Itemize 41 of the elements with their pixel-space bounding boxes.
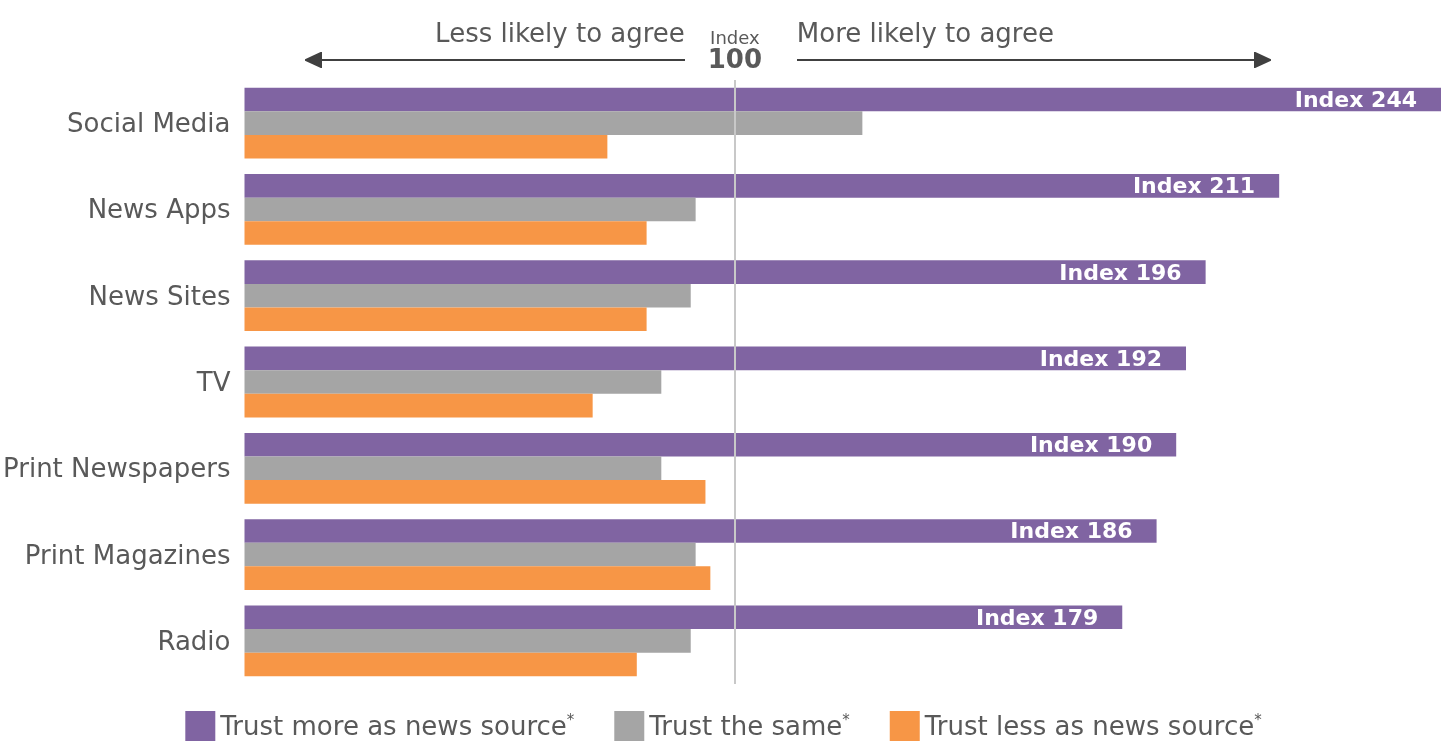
y-tick-label: Print Newspapers — [3, 453, 231, 484]
data-label: Index 196 — [1059, 259, 1182, 285]
legend-label: Trust less as news source* — [923, 711, 1263, 741]
bar — [244, 393, 593, 418]
data-label: Index 192 — [1039, 345, 1163, 371]
bar — [244, 480, 706, 504]
bar — [244, 346, 1187, 371]
bar — [244, 87, 1441, 112]
y-tick-label: News Sites — [88, 280, 231, 311]
bar — [244, 111, 863, 135]
bar — [244, 221, 647, 245]
y-tick-label: News Apps — [87, 194, 231, 225]
bar — [244, 260, 1206, 284]
data-label: Index 190 — [1029, 432, 1153, 458]
data-label: Index 211 — [1132, 173, 1256, 199]
bar — [244, 605, 1123, 630]
text: More likely to agree — [796, 18, 1054, 48]
text: Less likely to agree — [435, 18, 685, 48]
y-tick-label: Social Media — [67, 108, 231, 139]
bar — [244, 519, 1157, 543]
y-tick-label: Radio — [157, 625, 231, 656]
bar — [244, 652, 637, 677]
bar — [244, 432, 1177, 457]
data-label: Index 179 — [975, 604, 1099, 630]
data-label: Index 186 — [1010, 518, 1133, 544]
bar — [244, 456, 662, 481]
data-label: Index 244 — [1294, 87, 1417, 113]
bar — [244, 283, 691, 308]
bar — [244, 629, 691, 653]
legend-label: Trust more as news source* — [219, 711, 575, 741]
bar — [244, 370, 662, 394]
legend-label: Trust the same* — [648, 711, 851, 741]
bar — [244, 307, 647, 332]
bar — [244, 174, 1280, 198]
ref-line-label: Index 100 — [707, 26, 763, 74]
bar — [244, 542, 696, 567]
y-tick-label: TV — [195, 367, 231, 397]
bar — [244, 134, 608, 159]
y-tick-label: Print Magazines — [24, 539, 231, 570]
bar — [244, 197, 696, 222]
bar — [244, 566, 711, 590]
